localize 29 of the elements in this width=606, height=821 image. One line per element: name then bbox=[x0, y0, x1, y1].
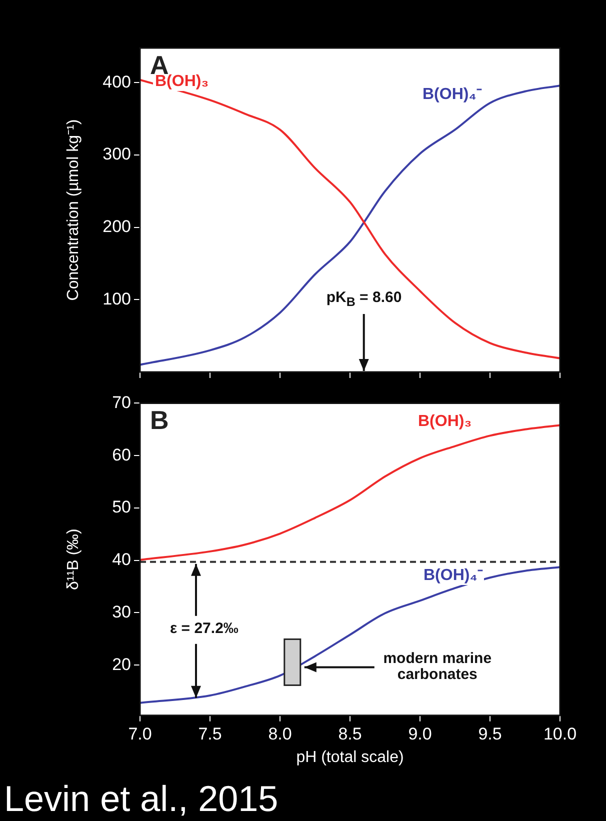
text: Levin et al., 2015 bbox=[4, 778, 278, 820]
x-tick-label: 8.0 bbox=[268, 724, 292, 744]
x-tick-label: 9.5 bbox=[478, 724, 502, 744]
y-axis-title: δ¹¹B (‰) bbox=[65, 528, 82, 590]
annotation: ε = 27.2‰ bbox=[170, 620, 238, 638]
y-tick-label: 400 bbox=[102, 72, 131, 92]
annotation: B bbox=[150, 405, 169, 436]
line-series bbox=[140, 566, 560, 704]
y-axis-title: Concentration (µmol kg⁻¹) bbox=[65, 119, 82, 301]
y-tick-label: 70 bbox=[112, 392, 131, 412]
x-tick-label: 9.0 bbox=[408, 724, 432, 744]
x-tick-label: 8.5 bbox=[338, 724, 362, 744]
y-tick-label: 200 bbox=[102, 217, 131, 236]
y-tick-label: 40 bbox=[112, 550, 131, 570]
series-label: B(OH)₄⁻ bbox=[420, 82, 484, 104]
annotation: pK$_{B}$ = 8.60 bbox=[326, 289, 402, 310]
y-tick-label: 100 bbox=[102, 289, 131, 308]
x-tick-label: 10.0 bbox=[543, 724, 577, 744]
x-tick-label: 7.0 bbox=[128, 724, 152, 744]
y-tick-label: 60 bbox=[112, 445, 131, 464]
annotation: modern marine carbonates bbox=[382, 650, 493, 684]
x-tick-label: 7.5 bbox=[198, 724, 222, 744]
y-tick-label: 300 bbox=[102, 144, 131, 164]
x-axis-title: pH (total scale) bbox=[296, 748, 404, 766]
series-label: B(OH)₄⁻ bbox=[422, 563, 484, 586]
y-tick-label: 20 bbox=[112, 654, 131, 674]
y-tick-label: 30 bbox=[112, 602, 131, 622]
y-tick-label: 50 bbox=[112, 498, 131, 517]
series-label: B(OH)₃ bbox=[416, 413, 474, 432]
